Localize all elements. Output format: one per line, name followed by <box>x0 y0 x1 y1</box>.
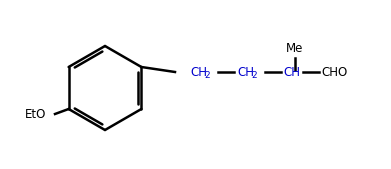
Text: CH: CH <box>283 66 300 78</box>
Text: CHO: CHO <box>321 66 347 78</box>
Text: 2: 2 <box>204 71 210 80</box>
Text: CH: CH <box>190 66 207 78</box>
Text: 2: 2 <box>251 71 256 80</box>
Text: Me: Me <box>286 42 304 54</box>
Text: CH: CH <box>237 66 254 78</box>
Text: EtO: EtO <box>25 107 47 120</box>
